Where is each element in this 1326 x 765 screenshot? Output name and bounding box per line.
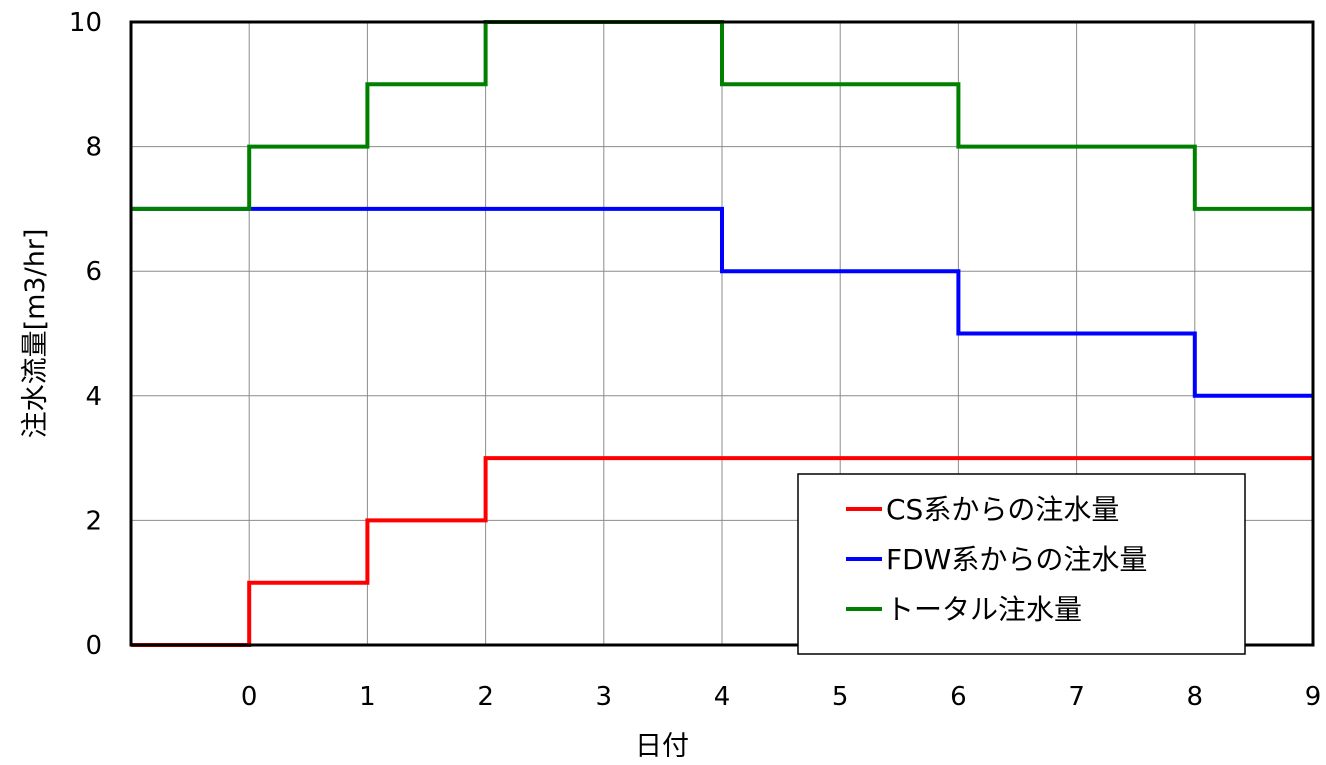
legend-label-2: FDW系からの注水量 (886, 543, 1147, 576)
x-tick-label: 1 (359, 682, 376, 712)
x-tick-label: 2 (477, 682, 494, 712)
x-tick-label: 5 (832, 682, 849, 712)
y-axis-title: 注水流量[m3/hr] (20, 229, 51, 439)
legend-box (797, 473, 1246, 655)
x-tick-label: 4 (714, 682, 731, 712)
x-tick-label: 6 (950, 682, 967, 712)
series-line-2 (131, 206, 1313, 398)
y-tick-label: 0 (85, 631, 102, 661)
x-tick-label: 9 (1305, 682, 1322, 712)
plot-border (129, 20, 1315, 647)
legend-label-3: トータル注水量 (886, 593, 1082, 626)
y-tick-label: 2 (85, 506, 102, 536)
y-tick-label: 8 (85, 133, 102, 163)
x-tick-label: 3 (596, 682, 613, 712)
series-line-1 (131, 456, 1313, 647)
y-tick-label: 6 (85, 257, 102, 287)
y-tick-label: 10 (69, 8, 102, 38)
x-tick-labels: 0 1 2 3 4 5 6 7 8 9 (241, 682, 1321, 712)
y-tick-labels: 0 2 4 6 8 10 (69, 8, 102, 661)
x-tick-label: 0 (241, 682, 258, 712)
legend-label-1: CS系からの注水量 (886, 493, 1119, 526)
x-axis-title: 日付 (635, 731, 689, 762)
y-tick-label: 4 (85, 382, 102, 412)
x-tick-label: 8 (1187, 682, 1204, 712)
x-tick-label: 7 (1068, 682, 1085, 712)
